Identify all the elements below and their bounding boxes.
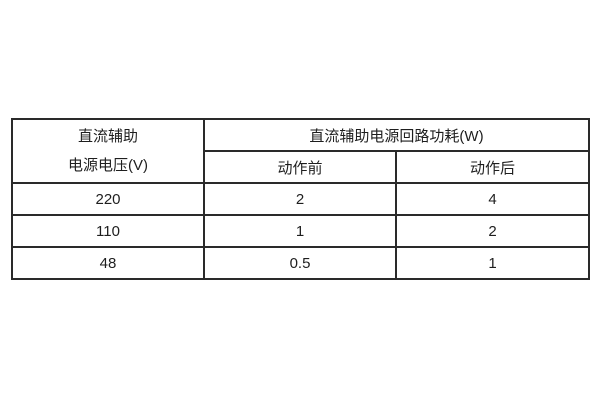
after-value-cell: 4 <box>395 182 590 216</box>
consumption-span-header: 直流辅助电源回路功耗(W) <box>203 118 590 152</box>
header-row-top: 直流辅助 电源电压(V) 直流辅助电源回路功耗(W) <box>11 118 590 184</box>
header-row-sub: 动作前 动作后 <box>12 150 590 184</box>
voltage-cell: 110 <box>11 214 205 248</box>
power-consumption-spec-table: 直流辅助 电源电压(V) 直流辅助电源回路功耗(W) 动作前 动作后 220 2… <box>11 118 590 280</box>
after-value-cell: 2 <box>395 214 590 248</box>
before-operation-header: 动作前 <box>203 150 397 184</box>
voltage-column-header: 直流辅助 电源电压(V) <box>11 118 205 184</box>
before-value-cell: 2 <box>203 182 397 216</box>
voltage-header-line1: 直流辅助 <box>77 127 138 145</box>
table-row: 48 0.5 1 <box>11 246 590 280</box>
voltage-cell: 220 <box>11 182 205 216</box>
after-value-cell: 1 <box>395 246 590 280</box>
table-row: 220 2 4 <box>11 182 590 216</box>
before-value-cell: 1 <box>203 214 397 248</box>
table-row: 110 1 2 <box>11 214 590 248</box>
voltage-cell: 48 <box>11 246 205 280</box>
voltage-header-line2: 电源电压(V) <box>68 157 148 174</box>
before-value-cell: 0.5 <box>203 246 397 280</box>
after-operation-header: 动作后 <box>395 150 590 184</box>
